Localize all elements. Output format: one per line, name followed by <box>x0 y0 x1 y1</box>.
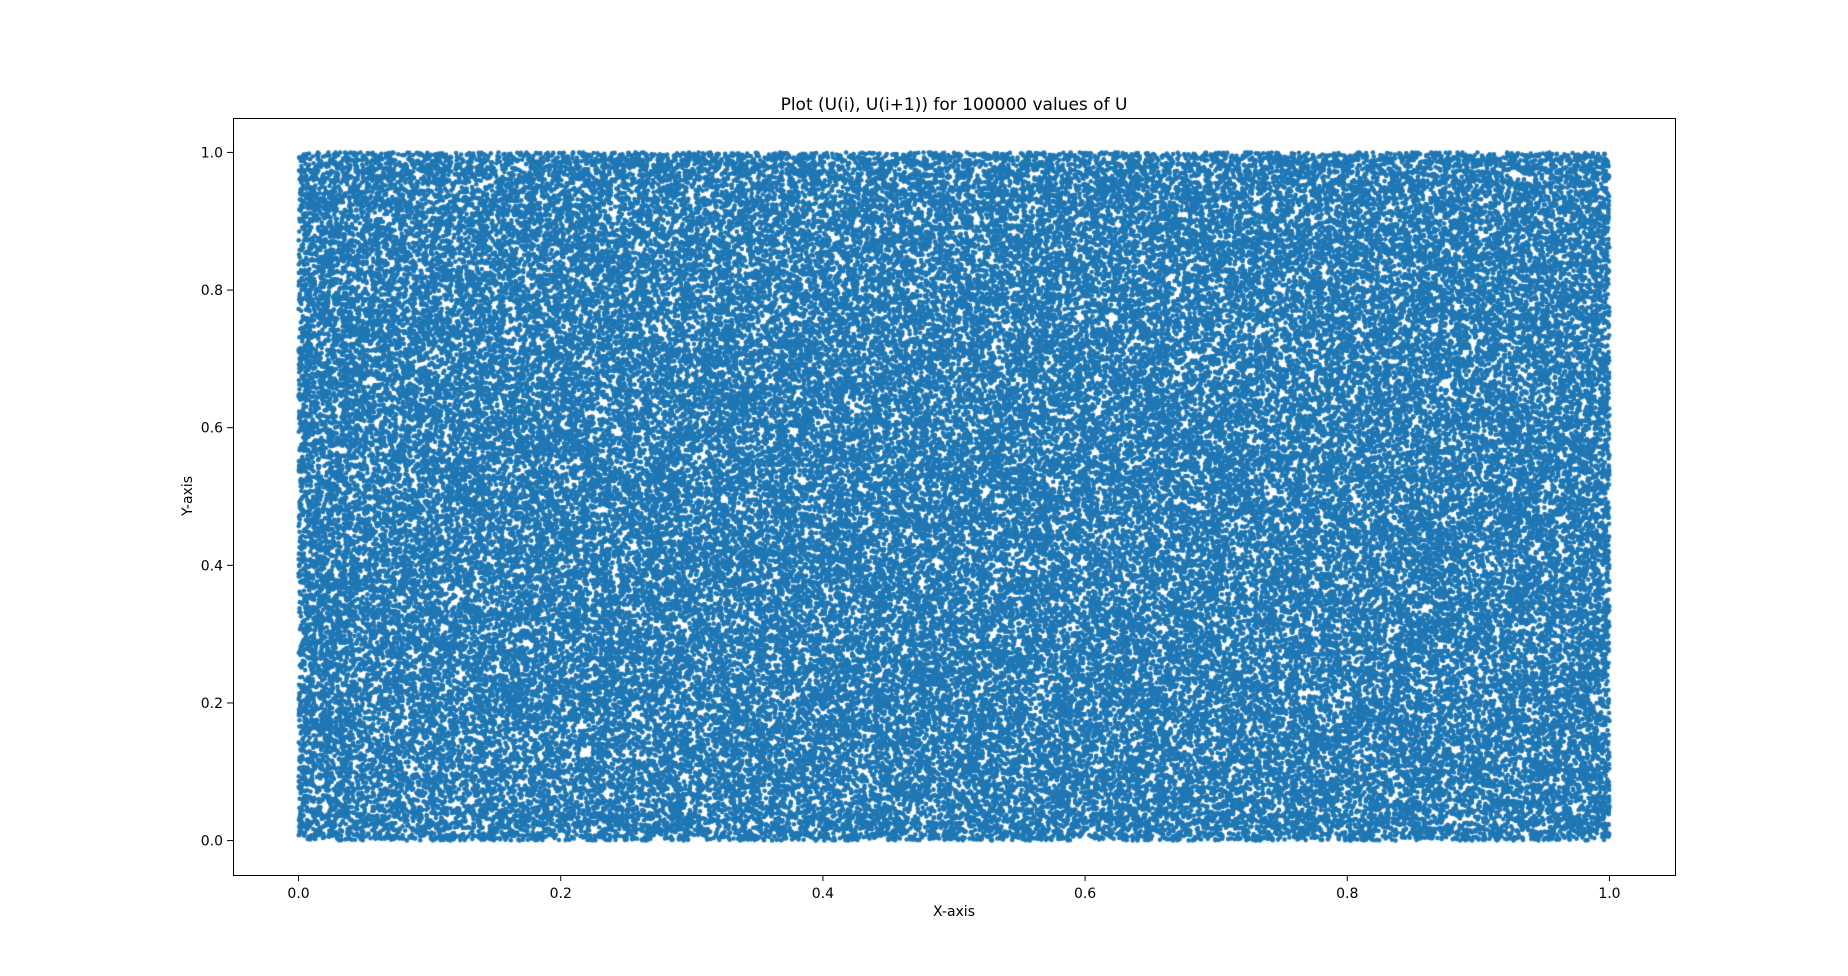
x-tick-label: 0.4 <box>812 886 834 902</box>
x-tick-label: 0.8 <box>1336 886 1358 902</box>
y-tick-label: 0.8 <box>201 283 223 299</box>
x-tick-label: 0.2 <box>550 886 572 902</box>
y-tick-label: 0.4 <box>201 558 223 574</box>
x-tick-label: 0.6 <box>1074 886 1096 902</box>
y-tick-label: 0.0 <box>201 834 223 850</box>
y-axis-ticks: 0.0 0.2 0.4 0.6 0.8 1.0 <box>201 145 233 850</box>
scatter-points <box>233 118 1675 875</box>
chart-title: Plot (U(i), U(i+1)) for 100000 values of… <box>781 95 1128 115</box>
x-tick-label: 0.0 <box>287 886 309 902</box>
x-tick-label: 1.0 <box>1598 886 1620 902</box>
y-tick-label: 1.0 <box>201 145 223 161</box>
x-axis-ticks: 0.0 0.2 0.4 0.6 0.8 1.0 <box>287 875 1621 902</box>
y-axis-label: Y-axis <box>180 476 196 517</box>
x-axis-label: X-axis <box>933 904 975 920</box>
y-tick-label: 0.6 <box>201 421 223 437</box>
y-tick-label: 0.2 <box>201 696 223 712</box>
